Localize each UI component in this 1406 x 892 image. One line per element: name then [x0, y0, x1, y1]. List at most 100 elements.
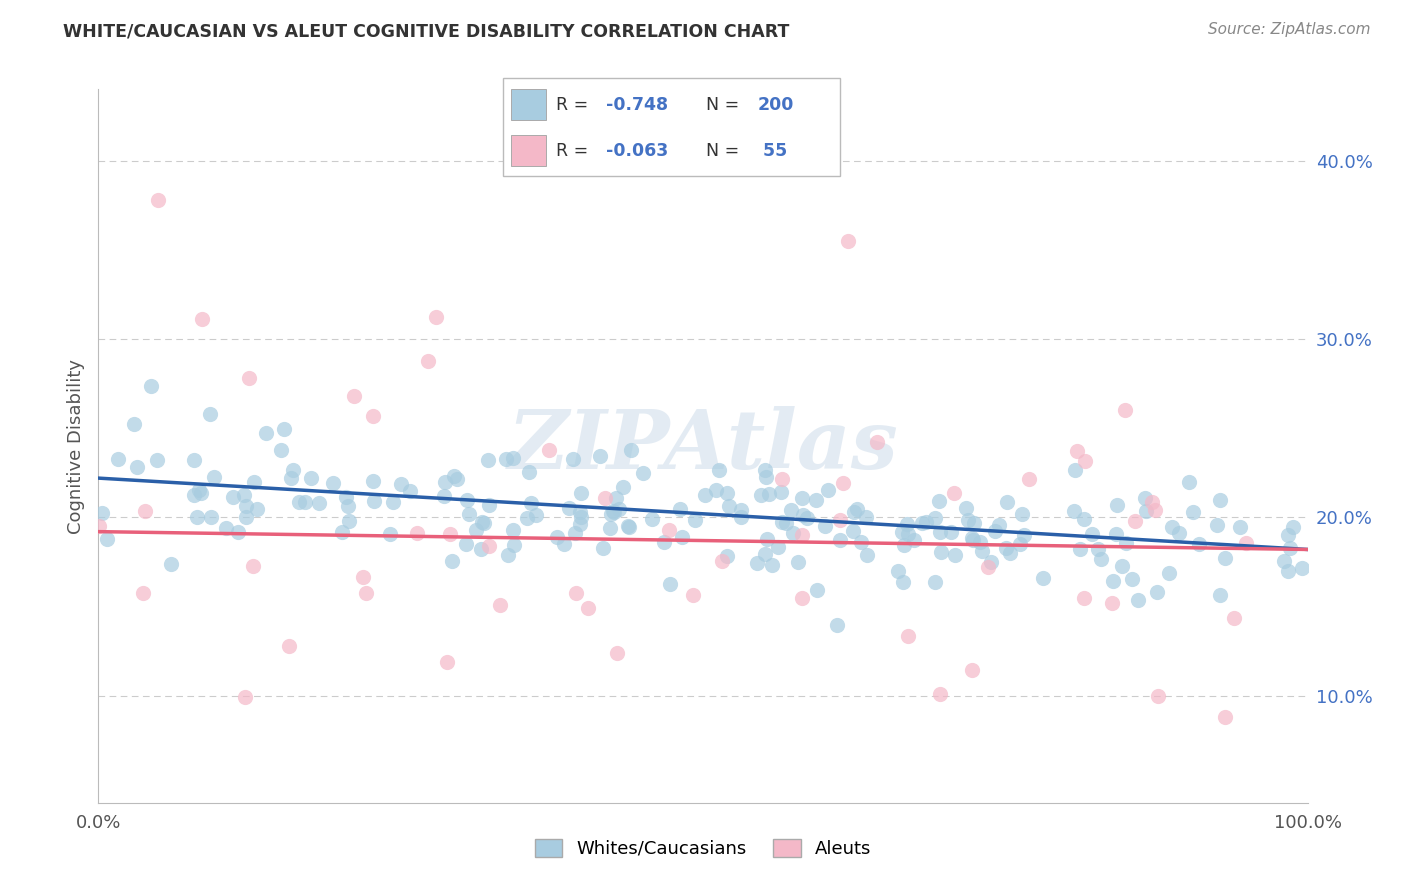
Point	[704, 483, 727, 498]
Point	[299, 471, 322, 485]
Point	[761, 558, 783, 572]
Point	[640, 512, 662, 526]
Point	[200, 510, 222, 524]
Point	[1123, 514, 1146, 528]
Point	[183, 452, 205, 467]
Point	[439, 526, 461, 541]
Point	[465, 523, 488, 537]
Point	[1182, 505, 1205, 519]
Point	[471, 515, 494, 529]
Point	[995, 541, 1018, 555]
Point	[685, 513, 707, 527]
Point	[817, 483, 839, 498]
Point	[1167, 525, 1189, 540]
Point	[1187, 537, 1209, 551]
Point	[1066, 443, 1088, 458]
Point	[707, 462, 730, 476]
Point	[955, 500, 977, 515]
Point	[569, 510, 592, 524]
Point	[389, 477, 412, 491]
Point	[893, 538, 915, 552]
Point	[592, 541, 614, 555]
Point	[564, 525, 586, 540]
Point	[406, 526, 429, 541]
Point	[1178, 475, 1201, 490]
Point	[1277, 528, 1299, 542]
Point	[361, 475, 384, 489]
Point	[658, 523, 681, 537]
Point	[1032, 571, 1054, 585]
Point	[942, 485, 965, 500]
Point	[711, 554, 734, 568]
Point	[489, 598, 512, 612]
Point	[758, 487, 780, 501]
Point	[1157, 566, 1180, 580]
Point	[270, 442, 292, 457]
Point	[617, 519, 640, 533]
Point	[1018, 472, 1040, 486]
Point	[456, 537, 478, 551]
Point	[682, 588, 704, 602]
Point	[226, 524, 249, 539]
Point	[456, 493, 478, 508]
Point	[568, 505, 591, 519]
Point	[90, 506, 112, 520]
Point	[1209, 588, 1232, 602]
Point	[832, 475, 855, 490]
Point	[887, 564, 910, 578]
Point	[995, 494, 1018, 508]
Point	[322, 475, 344, 490]
Point	[564, 585, 586, 599]
Point	[242, 558, 264, 573]
Point	[134, 504, 156, 518]
Point	[1090, 552, 1112, 566]
Point	[139, 379, 162, 393]
Point	[1146, 585, 1168, 599]
Point	[747, 556, 769, 570]
Point	[998, 546, 1021, 560]
Point	[830, 514, 852, 528]
Point	[238, 371, 260, 385]
Point	[960, 663, 983, 677]
Point	[472, 516, 495, 530]
Point	[851, 535, 873, 549]
Point	[1209, 493, 1232, 508]
FancyBboxPatch shape	[512, 136, 546, 166]
Point	[796, 510, 818, 524]
Point	[233, 690, 256, 704]
Point	[924, 511, 946, 525]
Point	[977, 559, 1000, 574]
Point	[425, 310, 447, 325]
Point	[730, 510, 752, 524]
Point	[855, 510, 877, 524]
Point	[478, 540, 501, 554]
Point	[1073, 591, 1095, 605]
Point	[897, 629, 920, 643]
Point	[557, 501, 579, 516]
Point	[330, 524, 353, 539]
Text: 55: 55	[758, 142, 787, 160]
Point	[1063, 504, 1085, 518]
Point	[915, 516, 938, 530]
FancyBboxPatch shape	[512, 89, 546, 120]
Point	[1080, 527, 1102, 541]
Point	[382, 495, 405, 509]
Point	[335, 490, 357, 504]
Point	[828, 533, 851, 547]
Point	[446, 472, 468, 486]
Point	[1161, 520, 1184, 534]
Point	[595, 491, 617, 506]
Point	[546, 530, 568, 544]
Text: -0.748: -0.748	[606, 95, 668, 113]
Point	[336, 499, 359, 513]
Point	[792, 491, 814, 505]
Text: WHITE/CAUCASIAN VS ALEUT COGNITIVE DISABILITY CORRELATION CHART: WHITE/CAUCASIAN VS ALEUT COGNITIVE DISAB…	[63, 22, 790, 40]
Point	[127, 459, 149, 474]
Point	[202, 470, 225, 484]
Point	[599, 521, 621, 535]
Point	[1213, 710, 1236, 724]
Point	[1011, 507, 1033, 521]
Point	[891, 574, 914, 589]
Point	[768, 540, 790, 554]
Point	[1105, 527, 1128, 541]
